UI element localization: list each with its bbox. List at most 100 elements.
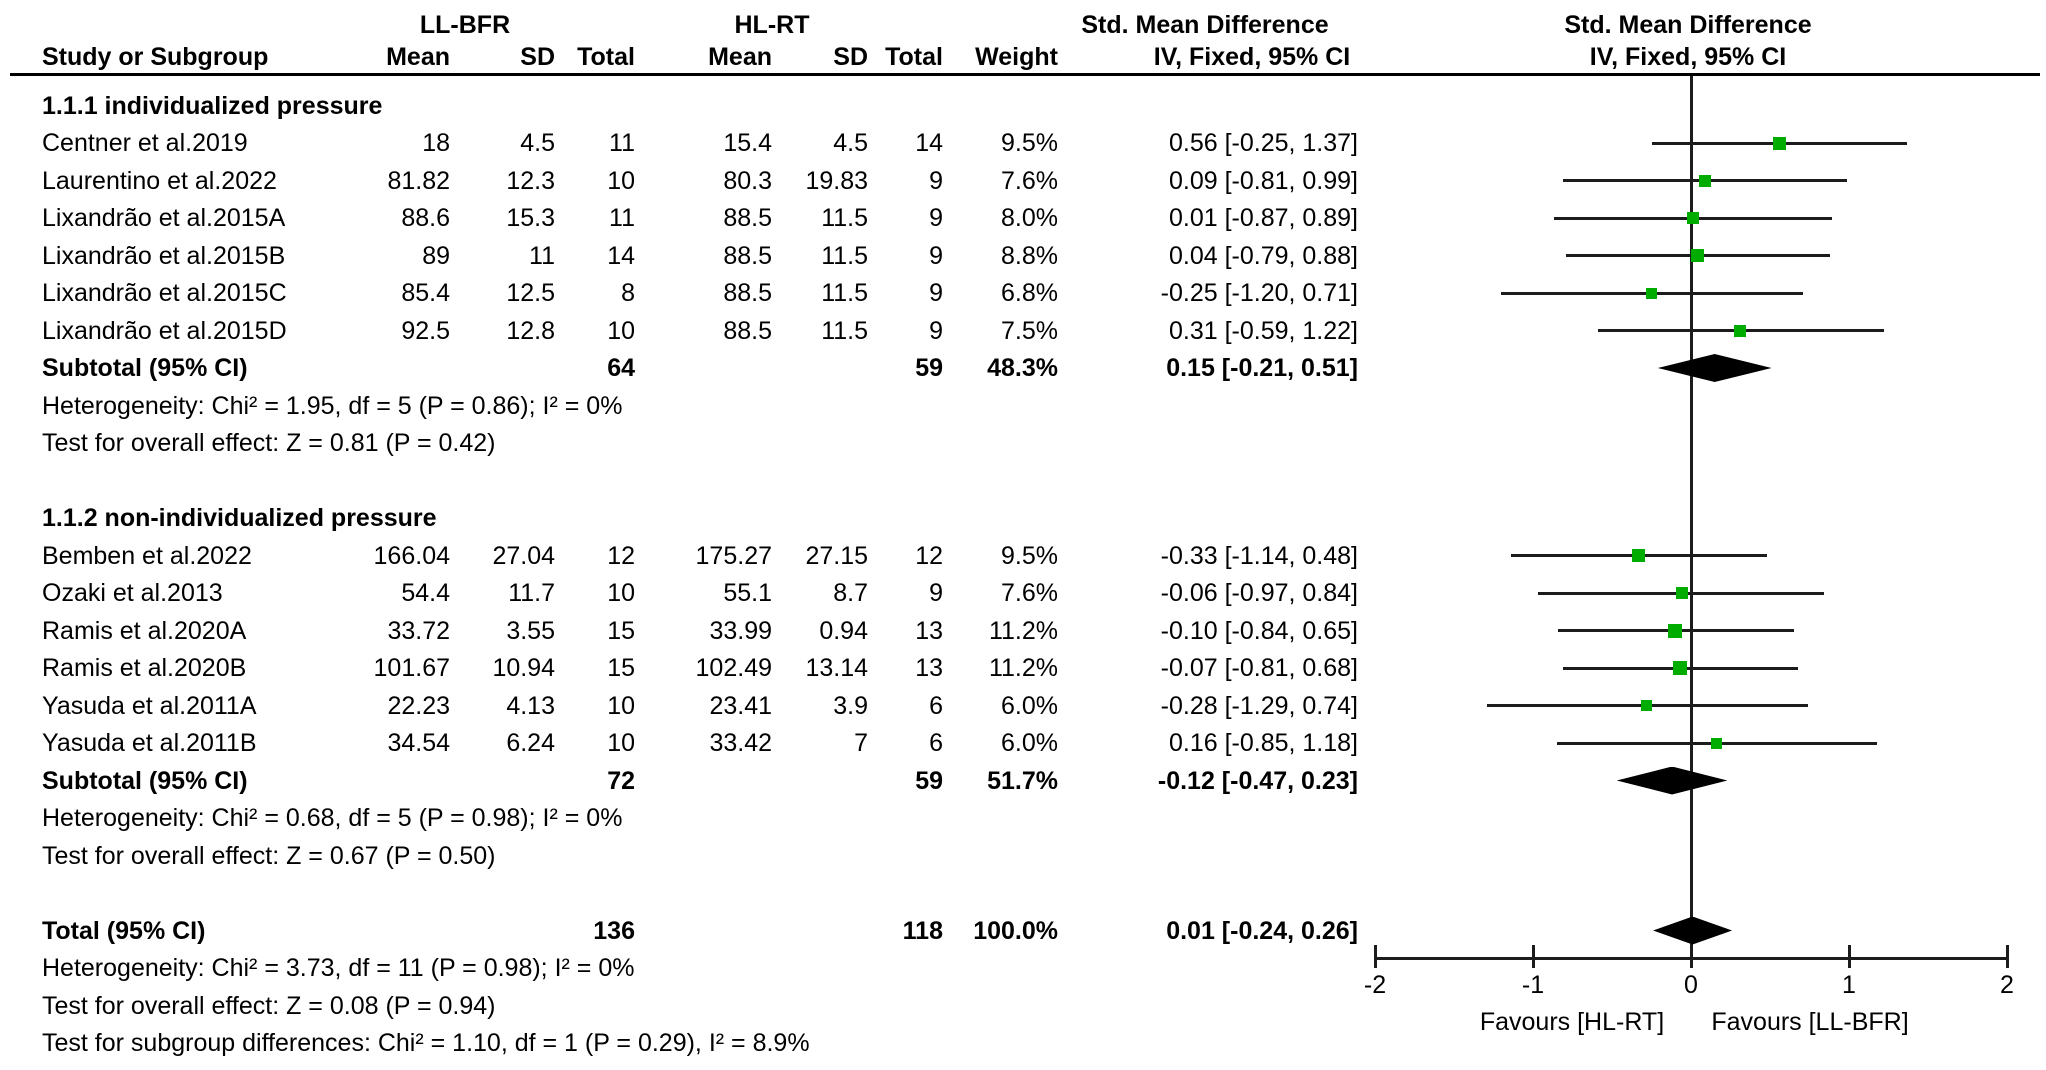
mean1-value: 92.5: [401, 316, 450, 345]
axis-tick-label: 2: [2000, 971, 2014, 999]
axis-tick: [1373, 945, 1377, 968]
mean1-value: 81.82: [387, 166, 450, 195]
total2-column-header: Total: [885, 43, 943, 71]
zero-line: [1689, 76, 1693, 958]
effect-square: [1733, 324, 1746, 337]
subtotal-diamond: [1616, 766, 1728, 795]
subtotal-diamond: [1657, 354, 1772, 382]
mean2-value: 33.42: [709, 729, 772, 757]
sd2-value: 3.9: [833, 691, 868, 720]
axis-tick-label: 1: [1842, 971, 1856, 999]
sd2-value: 27.15: [805, 541, 868, 570]
total-diamond: [1653, 916, 1733, 945]
total2-value: 9: [929, 241, 943, 270]
smd-column-title: Std. Mean Difference: [1081, 11, 1329, 39]
sd2-value: 19.83: [805, 166, 868, 195]
weight-value: 100.0%: [973, 916, 1058, 945]
smd-ci-value: -0.33 [-1.14, 0.48]: [1160, 541, 1358, 570]
axis-tick: [1531, 945, 1535, 968]
mean1-value: 101.67: [373, 654, 450, 682]
weight-value: 6.8%: [1001, 279, 1058, 307]
sd1-value: 12.8: [506, 316, 555, 345]
total1-value: 10: [607, 166, 635, 195]
mean2-value: 55.1: [723, 579, 772, 607]
overall-effect-text: Test for overall effect: Z = 0.81 (P = 0…: [42, 429, 496, 457]
sd2-value: 11.5: [821, 279, 868, 307]
total1-value: 72: [607, 766, 635, 795]
weight-value: 48.3%: [987, 354, 1058, 382]
mean2-value: 88.5: [723, 279, 772, 307]
total2-value: 13: [915, 616, 943, 645]
subgroup-header: 1.1.1 individualized pressure: [42, 91, 383, 120]
sd1-value: 15.3: [506, 204, 555, 232]
weight-value: 7.6%: [1001, 166, 1058, 195]
smd-ci-value: 0.01 [-0.24, 0.26]: [1166, 916, 1358, 945]
summary-row-label: Subtotal (95% CI): [42, 354, 248, 382]
mean1-value: 33.72: [387, 616, 450, 645]
plot-column-title: Std. Mean Difference: [1564, 11, 1812, 39]
weight-value: 9.5%: [1001, 129, 1058, 157]
sd1-value: 27.04: [492, 541, 555, 570]
study-name: Lixandrão et al.2015C: [42, 279, 287, 307]
mean1-value: 89: [422, 241, 450, 270]
smd-ci-value: -0.28 [-1.29, 0.74]: [1160, 691, 1358, 720]
mean2-value: 33.99: [709, 616, 772, 645]
study-name: Ozaki et al.2013: [42, 579, 223, 607]
study-name: Bemben et al.2022: [42, 541, 252, 570]
total1-value: 10: [607, 316, 635, 345]
weight-value: 8.0%: [1001, 204, 1058, 232]
study-name: Ramis et al.2020A: [42, 616, 247, 645]
weight-value: 6.0%: [1001, 691, 1058, 720]
smd-ci-value: -0.06 [-0.97, 0.84]: [1160, 579, 1358, 607]
smd-column-subtitle: IV, Fixed, 95% CI: [1153, 43, 1351, 71]
total1-value: 8: [621, 279, 635, 307]
effect-square: [1686, 212, 1699, 224]
header-divider: [10, 73, 2040, 76]
total2-value: 14: [915, 129, 943, 157]
smd-ci-value: 0.56 [-0.25, 1.37]: [1168, 129, 1358, 157]
mean2-value: 102.49: [695, 654, 772, 682]
smd-ci-value: -0.10 [-0.84, 0.65]: [1160, 616, 1358, 645]
total2-value: 9: [929, 316, 943, 345]
total1-value: 12: [607, 541, 635, 570]
mean1-value: 34.54: [387, 729, 450, 757]
weight-value: 11.2%: [988, 654, 1058, 682]
sd1-value: 12.5: [506, 279, 555, 307]
sd2-column-header: SD: [833, 43, 868, 71]
mean2-value: 175.27: [695, 541, 772, 570]
summary-row-label: Subtotal (95% CI): [42, 766, 248, 795]
total-overall-effect-text: Test for overall effect: Z = 0.08 (P = 0…: [42, 991, 496, 1020]
mean1-value: 18: [422, 129, 450, 157]
weight-value: 51.7%: [987, 766, 1058, 795]
overall-effect-text: Test for overall effect: Z = 0.67 (P = 0…: [42, 841, 496, 870]
sd1-column-header: SD: [520, 43, 555, 71]
plot-column-subtitle: IV, Fixed, 95% CI: [1589, 43, 1787, 71]
effect-square: [1641, 700, 1653, 711]
smd-ci-value: -0.12 [-0.47, 0.23]: [1157, 766, 1358, 795]
study-name: Lixandrão et al.2015D: [42, 316, 287, 345]
sd1-value: 11.7: [508, 579, 555, 607]
smd-ci-value: 0.15 [-0.21, 0.51]: [1166, 354, 1358, 382]
mean2-value: 80.3: [723, 166, 772, 195]
axis-tick: [1847, 945, 1851, 968]
effect-square: [1699, 174, 1712, 187]
weight-value: 7.5%: [1001, 316, 1058, 345]
total1-value: 11: [609, 204, 635, 232]
sd2-value: 13.14: [805, 654, 868, 682]
total-heterogeneity-text: Heterogeneity: Chi² = 3.73, df = 11 (P =…: [42, 954, 635, 982]
mean2-column-header: Mean: [708, 43, 772, 71]
total1-value: 10: [607, 691, 635, 720]
mean2-value: 88.5: [723, 241, 772, 270]
study-name: Centner et al.2019: [42, 129, 248, 157]
favours-left-label: Favours [HL-RT]: [1479, 1008, 1665, 1036]
study-name: Yasuda et al.2011B: [42, 729, 257, 757]
effect-square: [1672, 661, 1687, 675]
study-name: Lixandrão et al.2015A: [42, 204, 286, 232]
sd2-value: 11.5: [821, 241, 868, 270]
weight-value: 11.2%: [988, 616, 1058, 645]
smd-ci-value: 0.01 [-0.87, 0.89]: [1168, 204, 1358, 232]
mean2-value: 88.5: [723, 316, 772, 345]
sd1-value: 4.13: [506, 691, 555, 720]
smd-ci-value: 0.16 [-0.85, 1.18]: [1168, 729, 1358, 757]
